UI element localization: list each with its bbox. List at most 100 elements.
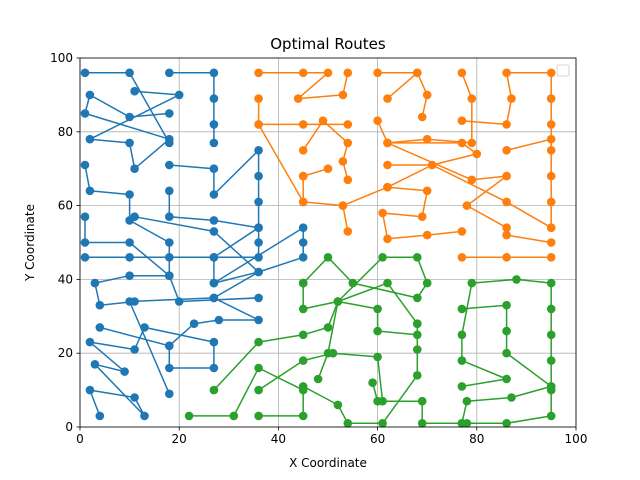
route-point — [546, 411, 556, 421]
route-point — [80, 68, 90, 78]
route-point — [546, 252, 556, 262]
route-point — [457, 330, 467, 340]
route-point — [254, 411, 263, 421]
route-point — [254, 120, 263, 129]
route-point — [165, 212, 174, 221]
route-point — [318, 116, 328, 125]
route-point — [427, 160, 437, 170]
route-point — [165, 389, 174, 399]
route-point — [209, 385, 219, 395]
route-point — [298, 146, 308, 155]
route-point — [422, 278, 432, 288]
axis-ticks: 0 20 40 60 80 100 0 20 40 60 80 100 — [50, 51, 587, 446]
route-point — [298, 356, 308, 365]
route-point — [313, 374, 323, 384]
x-tick-label: 40 — [271, 432, 286, 446]
route-point — [174, 297, 184, 306]
route-point — [343, 419, 353, 428]
route-point — [125, 252, 134, 262]
route-point — [298, 238, 308, 247]
route-point — [507, 94, 516, 103]
route-point — [298, 252, 308, 262]
route-point — [85, 337, 95, 347]
x-tick-label: 80 — [469, 432, 484, 446]
route-point — [209, 138, 219, 148]
route-point — [546, 356, 556, 365]
route-line — [461, 304, 552, 424]
route-point — [457, 138, 467, 148]
route-line — [134, 215, 260, 299]
route-point — [378, 208, 387, 218]
route-point — [378, 419, 387, 428]
route-point — [165, 134, 174, 144]
route-point — [293, 94, 303, 103]
route-point — [165, 68, 174, 78]
route-point — [298, 171, 308, 181]
route-point — [373, 396, 382, 406]
route-point — [383, 182, 392, 192]
route-point — [413, 293, 422, 303]
route-point — [189, 319, 199, 329]
x-tick-label: 60 — [370, 432, 385, 446]
route-point — [546, 330, 556, 340]
y-tick-label: 80 — [58, 125, 73, 139]
route-line — [387, 72, 418, 100]
route-point — [298, 330, 308, 340]
route-point — [546, 382, 556, 391]
route-point — [546, 134, 556, 144]
route-point — [546, 120, 556, 129]
route-point — [209, 337, 219, 347]
route-point — [417, 396, 427, 406]
route-point — [209, 363, 219, 373]
route-point — [546, 223, 556, 232]
route-point — [467, 94, 477, 103]
route-point — [125, 190, 134, 199]
route-point — [343, 175, 353, 185]
route-point — [373, 304, 382, 314]
route-point — [165, 363, 174, 373]
route-line — [302, 256, 428, 310]
route-point — [298, 411, 308, 421]
route-point — [165, 271, 174, 281]
route-point — [209, 120, 219, 129]
route-line — [84, 90, 180, 170]
x-tick-label: 100 — [565, 432, 588, 446]
route-point — [254, 363, 263, 373]
route-point — [383, 278, 392, 288]
route-point — [502, 419, 511, 428]
route-point — [254, 94, 263, 103]
route-point — [125, 112, 134, 122]
route-point — [80, 252, 90, 262]
route-point — [125, 271, 134, 281]
route-point — [95, 411, 105, 421]
route-point — [457, 304, 467, 314]
route-point — [343, 227, 353, 236]
route-point — [502, 68, 511, 78]
route-point — [546, 171, 556, 181]
route-point — [323, 68, 333, 78]
route-point — [130, 212, 139, 221]
route-point — [125, 297, 134, 306]
route-point — [457, 356, 467, 365]
route-point — [298, 304, 308, 314]
route-point — [298, 197, 308, 207]
route-point — [457, 419, 467, 428]
legend — [556, 64, 570, 77]
route-point — [338, 201, 348, 210]
route-point — [413, 68, 422, 78]
route-line — [302, 176, 349, 232]
route-point — [125, 138, 134, 148]
route-point — [165, 238, 174, 247]
route-point — [298, 120, 308, 129]
route-point — [413, 345, 422, 354]
route-point — [254, 171, 263, 181]
route-point — [546, 146, 556, 155]
route-series-2 — [254, 68, 556, 262]
route-point — [174, 90, 184, 100]
plot-frame — [79, 57, 577, 428]
route-point — [546, 238, 556, 247]
route-point — [378, 252, 387, 262]
route-point — [209, 190, 219, 199]
route-point — [457, 227, 467, 236]
